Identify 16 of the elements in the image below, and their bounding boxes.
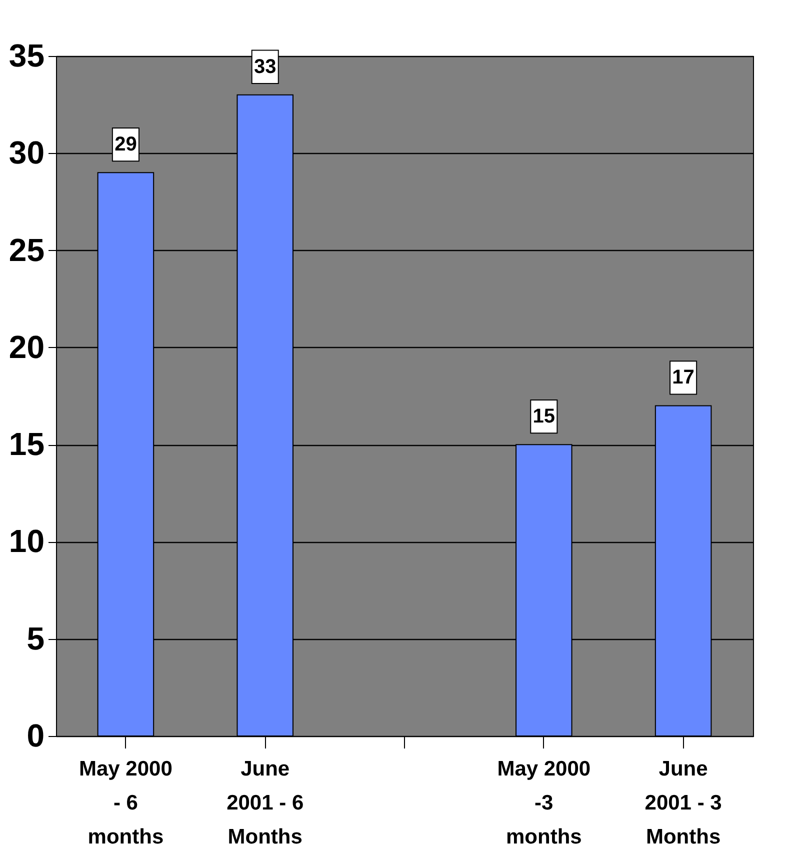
data-label: 15 [532,406,556,428]
x-tick-label: May 2000 - 6 months [78,758,172,848]
y-tick-label: 5 [26,620,44,656]
y-tick-label: 10 [8,523,44,560]
y-tick-label: 30 [8,134,44,171]
y-tick-label: 25 [8,232,44,268]
data-label: 29 [114,134,137,156]
data-label: 17 [672,366,694,389]
y-tick-label: 0 [26,718,44,754]
y-tick-label: 20 [8,328,44,365]
x-tick-label: June 2001 - 6 Months [226,758,304,848]
y-tick-label: 35 [8,38,44,74]
x-tick-label: June 2001 - 3 Months [644,758,722,848]
data-label: 33 [254,56,276,78]
x-tick-label: May 2000 -3 months [497,758,591,848]
y-tick-label: 15 [8,426,44,462]
